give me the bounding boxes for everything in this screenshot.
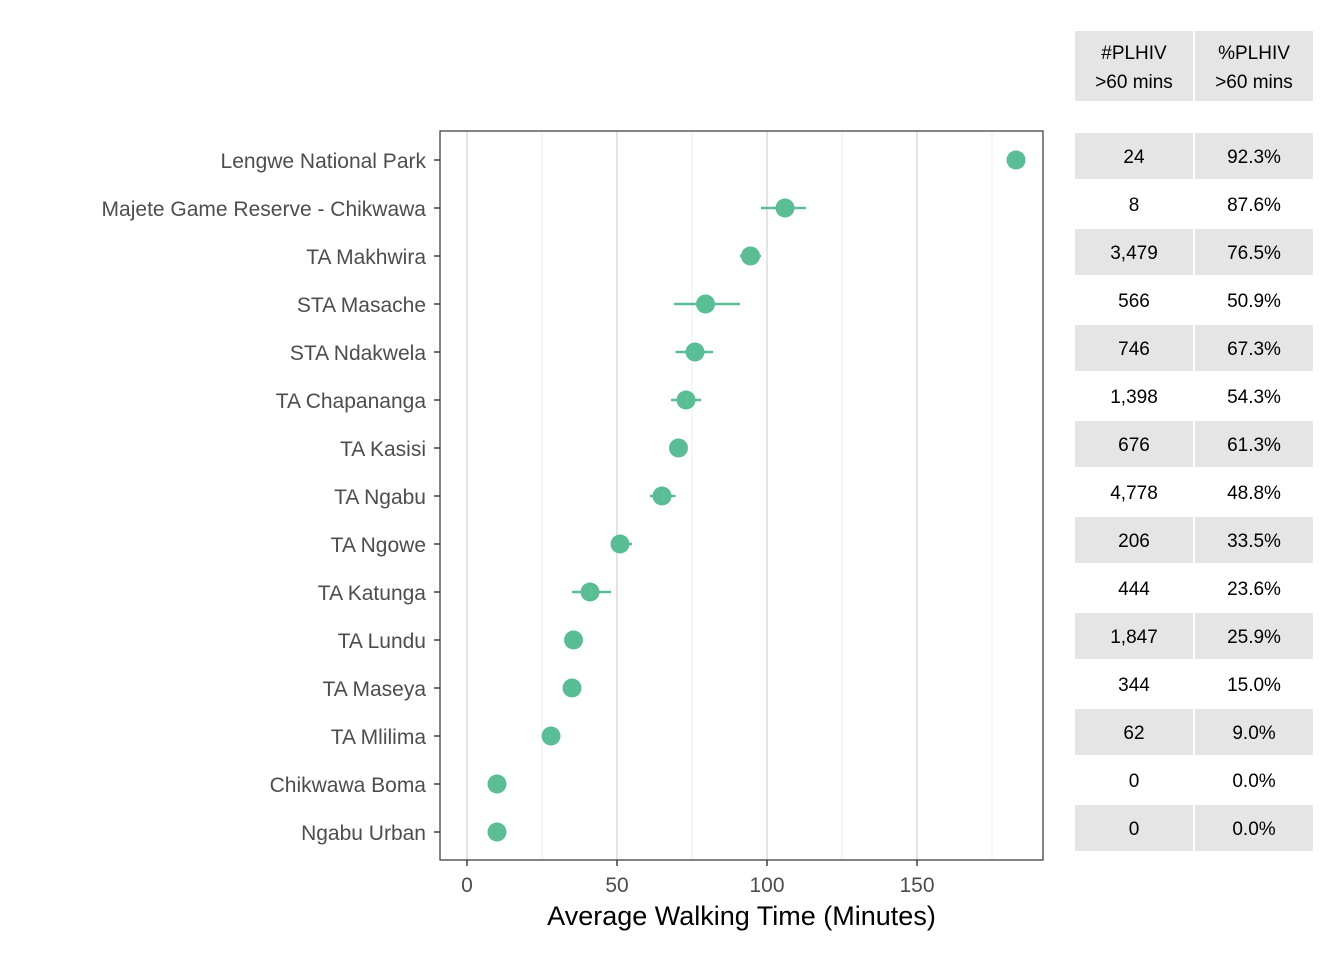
table-cell-count: 746 xyxy=(1118,339,1150,360)
table-cell-count: 566 xyxy=(1118,291,1150,312)
table-header-text: %PLHIV xyxy=(1218,43,1290,64)
y-tick-label: Chikwawa Boma xyxy=(270,774,427,797)
x-tick-label: 50 xyxy=(605,874,628,897)
table-cell-count: 62 xyxy=(1123,723,1144,744)
data-point xyxy=(562,678,582,698)
grid-lines xyxy=(466,131,993,860)
table-cell-bg xyxy=(1075,421,1193,467)
x-tick-label: 0 xyxy=(461,874,473,897)
data-point xyxy=(564,630,583,650)
table-cell-count: 24 xyxy=(1123,147,1145,168)
table-cell-count: 8 xyxy=(1129,195,1140,216)
data-point xyxy=(685,342,705,362)
table-cell-percent: 67.3% xyxy=(1227,339,1281,360)
table-cell-percent: 61.3% xyxy=(1227,435,1281,456)
table-cell-bg xyxy=(1195,133,1313,179)
table-cell-percent: 76.5% xyxy=(1227,243,1281,264)
table-cell-percent: 25.9% xyxy=(1227,627,1281,648)
table-cell-percent: 92.3% xyxy=(1227,147,1281,168)
table-cell-bg xyxy=(1075,709,1193,755)
table-cell-count: 3,479 xyxy=(1110,243,1158,264)
table-header-cell xyxy=(1195,31,1313,101)
x-tick-label: 100 xyxy=(749,874,784,897)
table-cell-bg xyxy=(1195,709,1313,755)
y-tick-label: TA Ngowe xyxy=(331,534,426,557)
data-point xyxy=(696,294,715,314)
data-point xyxy=(610,534,630,554)
table-cell-bg xyxy=(1195,613,1313,659)
y-tick-label: STA Masache xyxy=(297,294,426,317)
table-cell-bg xyxy=(1075,229,1193,275)
table-cell-percent: 87.6% xyxy=(1227,195,1281,216)
table-cell-count: 1,847 xyxy=(1110,627,1158,648)
table-cell-percent: 50.9% xyxy=(1227,291,1281,312)
data-point xyxy=(487,774,507,794)
table-cell-bg xyxy=(1075,613,1193,659)
table-cell-percent: 48.8% xyxy=(1227,483,1281,504)
y-tick-label: STA Ndakwela xyxy=(290,342,426,365)
data-points xyxy=(487,150,1026,842)
y-tick-label: TA Mlilima xyxy=(331,726,427,749)
table-cell-bg xyxy=(1195,229,1313,275)
data-point xyxy=(676,390,696,410)
table-cell-bg xyxy=(1075,517,1193,563)
y-tick-label: Ngabu Urban xyxy=(301,822,426,845)
data-point xyxy=(741,246,760,266)
plot-panel-border xyxy=(439,130,1044,861)
table-cell-percent: 0.0% xyxy=(1232,771,1275,792)
table-cell-count: 0 xyxy=(1129,771,1140,792)
data-point xyxy=(775,198,795,218)
data-point xyxy=(1006,150,1026,170)
table-cell-percent: 33.5% xyxy=(1227,531,1281,552)
x-axis: 0 50 100 150 xyxy=(461,860,935,897)
x-tick-label: 150 xyxy=(899,874,934,897)
table-cell-count: 676 xyxy=(1118,435,1150,456)
y-axis: Lengwe National Park Majete Game Reserve … xyxy=(102,150,440,845)
table-header-text: >60 mins xyxy=(1095,72,1173,93)
table-cell-count: 4,778 xyxy=(1110,483,1158,504)
table-header-text: #PLHIV xyxy=(1101,43,1167,64)
y-tick-label: TA Kasisi xyxy=(340,438,426,461)
y-tick-label: TA Maseya xyxy=(323,678,427,701)
y-tick-label: TA Katunga xyxy=(318,582,427,605)
y-tick-label: TA Lundu xyxy=(338,630,426,653)
table-cell-count: 344 xyxy=(1118,675,1150,696)
y-tick-label: TA Makhwira xyxy=(306,246,426,269)
table-cell-bg xyxy=(1195,805,1313,851)
table-cell-percent: 0.0% xyxy=(1232,819,1275,840)
x-axis-title: Average Walking Time (Minutes) xyxy=(547,901,936,931)
table-cell-count: 444 xyxy=(1118,579,1150,600)
data-point xyxy=(541,726,561,746)
table-cell-bg xyxy=(1075,325,1193,371)
summary-table: #PLHIV >60 mins %PLHIV >60 mins 24 92.3% 8 87.6… xyxy=(1075,31,1313,851)
table-cell-bg xyxy=(1075,133,1193,179)
y-tick-label: Lengwe National Park xyxy=(221,150,427,173)
table-header-cell xyxy=(1075,31,1193,101)
data-point xyxy=(580,582,600,602)
table-cell-count: 1,398 xyxy=(1110,387,1158,408)
y-tick-label: TA Chapananga xyxy=(276,390,427,413)
data-point xyxy=(487,822,507,842)
table-cell-percent: 15.0% xyxy=(1227,675,1281,696)
data-point xyxy=(652,486,672,506)
y-tick-label: Majete Game Reserve - Chikwawa xyxy=(102,198,427,221)
y-tick-label: TA Ngabu xyxy=(334,486,426,509)
table-header-text: >60 mins xyxy=(1215,72,1293,93)
table-cell-percent: 54.3% xyxy=(1227,387,1281,408)
data-point xyxy=(669,438,688,458)
table-cell-percent: 23.6% xyxy=(1227,579,1281,600)
table-cell-bg xyxy=(1195,517,1313,563)
table-cell-count: 0 xyxy=(1129,819,1140,840)
table-cell-bg xyxy=(1075,805,1193,851)
table-cell-bg xyxy=(1195,421,1313,467)
table-cell-bg xyxy=(1195,325,1313,371)
table-cell-count: 206 xyxy=(1118,531,1150,552)
table-cell-percent: 9.0% xyxy=(1232,723,1275,744)
